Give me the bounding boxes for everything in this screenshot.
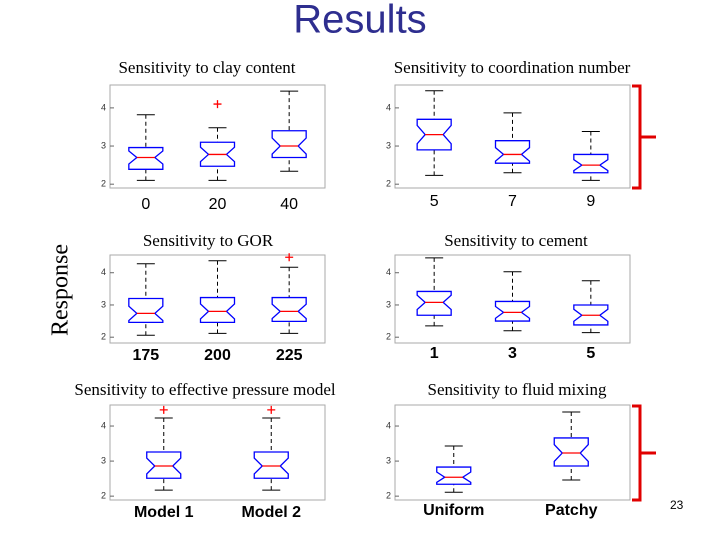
chart-title: Sensitivity to effective pressure model bbox=[74, 380, 336, 399]
x-tick-label: Uniform bbox=[423, 502, 484, 519]
x-tick-label: 0 bbox=[141, 196, 150, 213]
y-tick-label: 2 bbox=[386, 332, 391, 342]
y-tick-label: 2 bbox=[101, 179, 106, 189]
box bbox=[573, 153, 609, 174]
y-tick-label: 4 bbox=[386, 102, 391, 112]
x-tick-label: 1 bbox=[430, 345, 439, 362]
outlier bbox=[267, 405, 276, 414]
page-number: 23 bbox=[670, 498, 684, 512]
box bbox=[199, 296, 236, 324]
box bbox=[128, 297, 164, 324]
x-tick-label: Patchy bbox=[545, 502, 598, 519]
y-tick-label: 4 bbox=[101, 102, 106, 112]
x-tick-label: 5 bbox=[430, 193, 439, 210]
box bbox=[494, 140, 531, 164]
outlier bbox=[285, 253, 294, 262]
y-tick-label: 2 bbox=[386, 491, 391, 501]
chart-title: Sensitivity to coordination number bbox=[394, 58, 631, 77]
x-tick-label: 225 bbox=[276, 347, 303, 364]
chart-title: Sensitivity to fluid mixing bbox=[428, 380, 607, 399]
y-tick-label: 3 bbox=[101, 299, 106, 309]
y-axis-label: Response bbox=[48, 244, 74, 336]
y-tick-label: 2 bbox=[101, 491, 106, 501]
x-tick-label: Model 2 bbox=[241, 504, 301, 521]
y-tick-label: 3 bbox=[386, 140, 391, 150]
y-tick-label: 3 bbox=[386, 455, 391, 465]
box bbox=[436, 466, 472, 485]
chart-title: Sensitivity to clay content bbox=[118, 58, 295, 77]
x-tick-label: 40 bbox=[280, 196, 298, 213]
box bbox=[494, 300, 531, 322]
x-tick-label: Model 1 bbox=[134, 504, 194, 521]
y-tick-label: 3 bbox=[386, 299, 391, 309]
x-tick-label: 200 bbox=[204, 347, 231, 364]
plot-area bbox=[394, 404, 631, 501]
chart-title: Sensitivity to cement bbox=[444, 231, 588, 250]
box bbox=[199, 141, 236, 167]
bracket bbox=[632, 84, 656, 190]
chart-title: Sensitivity to GOR bbox=[143, 231, 274, 250]
y-tick-label: 4 bbox=[386, 267, 391, 277]
y-tick-label: 4 bbox=[101, 420, 106, 430]
x-tick-label: 5 bbox=[586, 345, 595, 362]
x-tick-label: 7 bbox=[508, 193, 517, 210]
box bbox=[416, 118, 452, 151]
y-tick-label: 2 bbox=[386, 179, 391, 189]
y-tick-label: 3 bbox=[101, 140, 106, 150]
x-tick-label: 20 bbox=[209, 196, 227, 213]
y-tick-label: 2 bbox=[101, 332, 106, 342]
box bbox=[128, 146, 164, 170]
box bbox=[146, 451, 182, 479]
bracket bbox=[632, 404, 656, 502]
y-tick-label: 4 bbox=[386, 420, 391, 430]
box bbox=[253, 451, 289, 479]
plot-area bbox=[109, 404, 326, 501]
x-tick-label: 175 bbox=[132, 347, 159, 364]
outlier bbox=[159, 405, 168, 414]
box bbox=[271, 296, 307, 323]
x-tick-label: 3 bbox=[508, 345, 517, 362]
box bbox=[416, 290, 452, 316]
box bbox=[271, 130, 307, 159]
x-tick-label: 9 bbox=[586, 193, 595, 210]
y-tick-label: 3 bbox=[101, 455, 106, 465]
slide-title: Results bbox=[293, 0, 426, 42]
outlier bbox=[213, 100, 222, 109]
box bbox=[573, 304, 609, 326]
y-tick-label: 4 bbox=[101, 267, 106, 277]
box bbox=[553, 437, 589, 467]
